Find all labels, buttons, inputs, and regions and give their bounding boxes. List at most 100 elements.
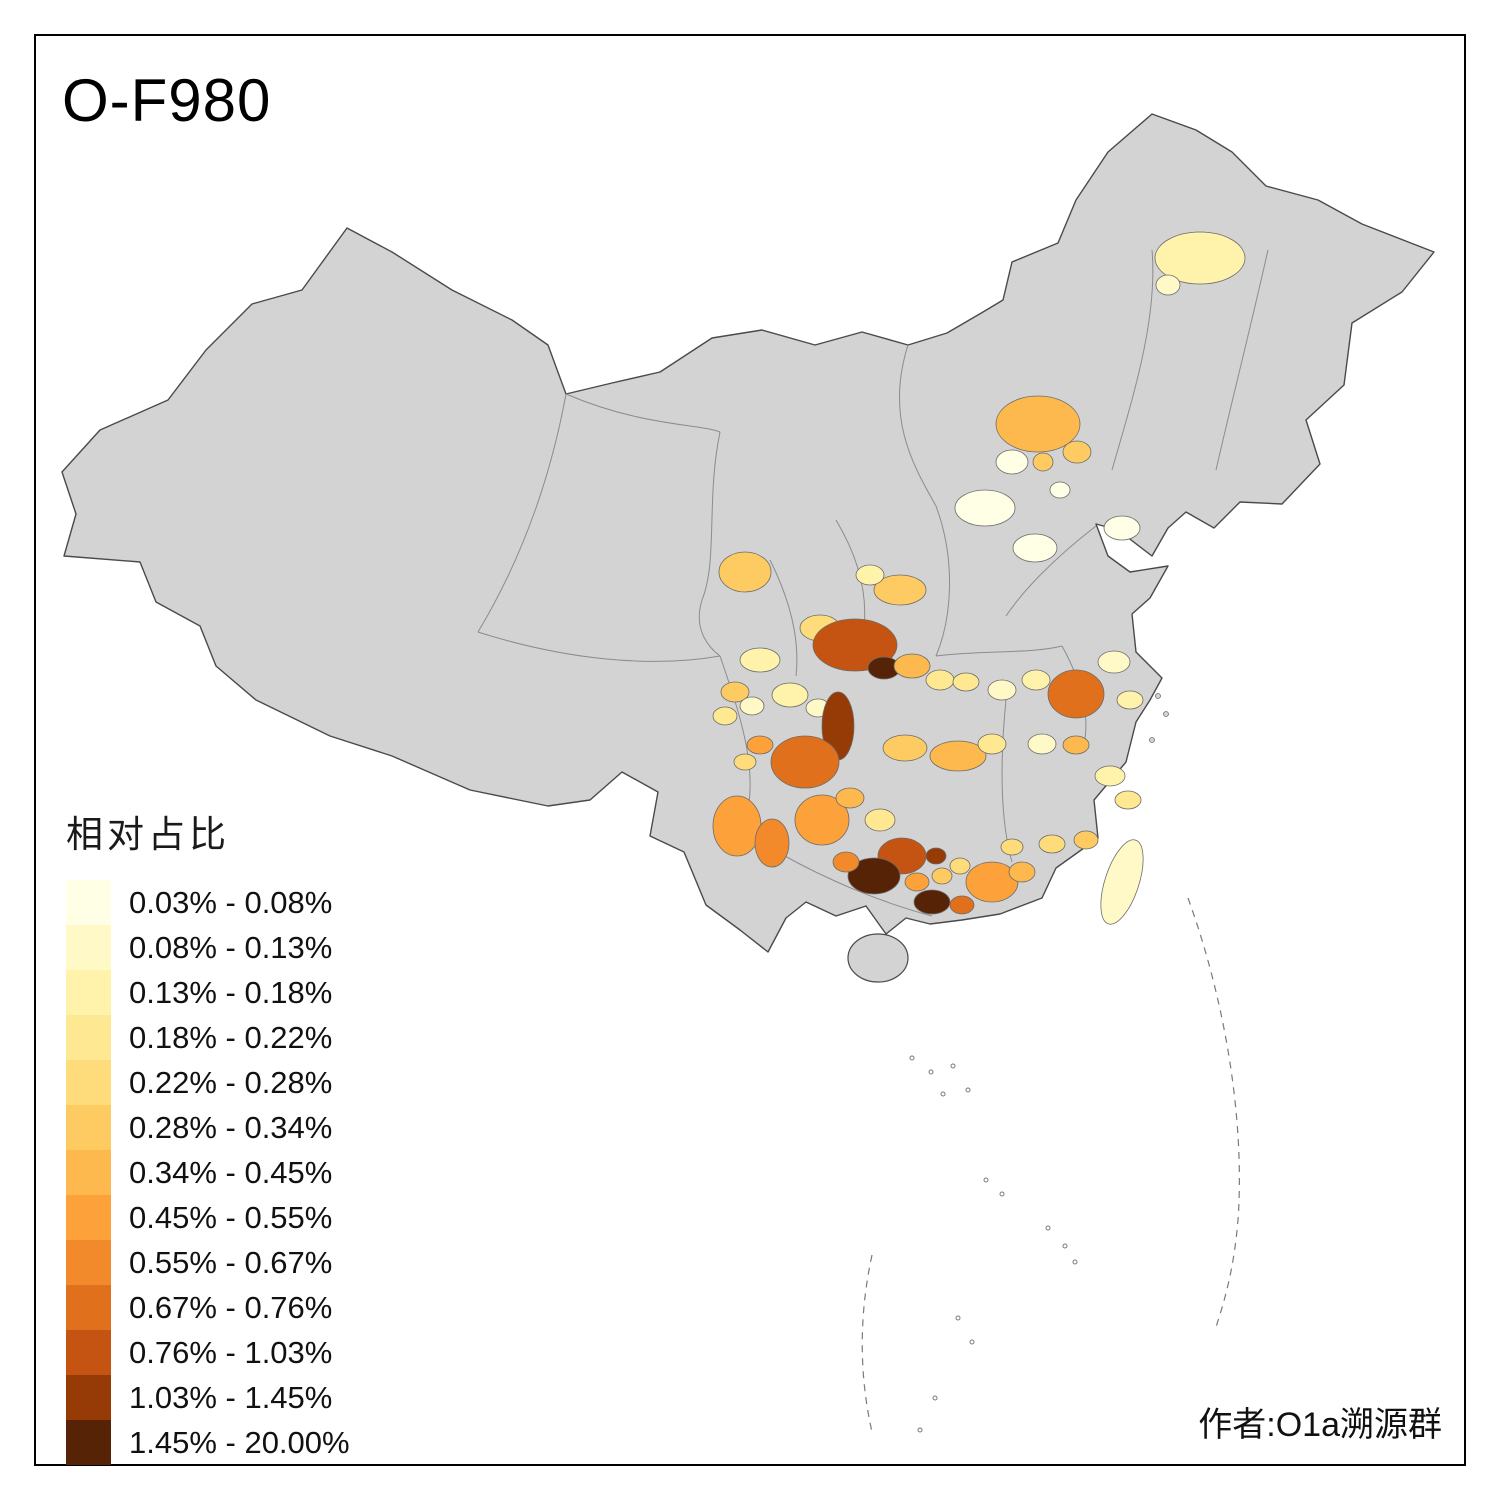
regions-layer — [712, 231, 1246, 925]
map-region — [1073, 830, 1099, 850]
legend-row: 0.76% - 1.03% — [66, 1330, 350, 1375]
map-region — [977, 733, 1007, 755]
map-region — [1116, 690, 1144, 710]
legend-label: 0.08% - 0.13% — [129, 929, 333, 965]
legend-label: 0.28% - 0.34% — [129, 1109, 333, 1145]
map-region — [904, 872, 930, 892]
map-region — [954, 489, 1016, 527]
legend-swatch — [66, 1285, 111, 1330]
map-region — [1032, 452, 1054, 472]
legend-swatch — [66, 1240, 111, 1285]
legend-row: 0.13% - 0.18% — [66, 970, 350, 1015]
map-region — [1094, 765, 1126, 787]
mainland-landmass — [61, 113, 1435, 953]
legend-row: 0.67% - 0.76% — [66, 1285, 350, 1330]
legend-title: 相对占比 — [66, 814, 230, 855]
map-region — [794, 794, 850, 846]
map-title: O-F980 — [62, 67, 272, 134]
author-credit: 作者:O1a溯源群 — [1198, 1406, 1442, 1444]
legend-label: 0.18% - 0.22% — [129, 1019, 333, 1055]
map-region — [754, 818, 790, 868]
map-region — [925, 669, 955, 691]
legend-swatch — [66, 1105, 111, 1150]
map-region — [1038, 834, 1066, 854]
legend-row: 1.45% - 20.00% — [66, 1420, 350, 1465]
map-region — [835, 787, 865, 809]
legend-row: 0.22% - 0.28% — [66, 1060, 350, 1105]
map-region — [770, 735, 840, 789]
legend-swatch — [66, 1195, 111, 1240]
legend-label: 1.45% - 20.00% — [129, 1424, 350, 1460]
legend-swatch — [66, 970, 111, 1015]
legend-label: 0.45% - 0.55% — [129, 1199, 333, 1235]
legend-label: 0.76% - 1.03% — [129, 1334, 333, 1370]
south-china-sea-islands — [909, 1055, 1078, 1433]
map-region — [987, 679, 1017, 701]
map-region — [925, 847, 947, 865]
legend-items: 0.03% - 0.08% 0.08% - 0.13% 0.13% - 0.18% 0… — [66, 880, 350, 1465]
map-region — [712, 795, 762, 857]
legend-swatch — [66, 1330, 111, 1375]
legend-row: 0.55% - 0.67% — [66, 1240, 350, 1285]
map-region — [1012, 533, 1058, 563]
legend-label: 0.67% - 0.76% — [129, 1289, 333, 1325]
map-region — [1049, 481, 1071, 499]
map-region — [913, 889, 951, 915]
map-region — [1047, 669, 1105, 719]
legend-row: 0.34% - 0.45% — [66, 1150, 350, 1195]
map-region — [873, 574, 927, 606]
map-region — [847, 857, 901, 895]
legend-swatch — [66, 1015, 111, 1060]
map-region — [771, 682, 809, 708]
legend-label: 1.03% - 1.45% — [129, 1379, 333, 1415]
legend-swatch — [66, 1060, 111, 1105]
map-region — [718, 551, 772, 593]
map-region — [1062, 735, 1090, 755]
map-region — [1000, 838, 1024, 856]
legend-label: 0.22% - 0.28% — [129, 1064, 333, 1100]
legend-row: 0.28% - 0.34% — [66, 1105, 350, 1150]
map-region — [1154, 231, 1246, 285]
map-region — [931, 867, 953, 885]
coastal-islets — [1149, 693, 1169, 743]
map-region — [965, 861, 1019, 903]
legend-row: 0.18% - 0.22% — [66, 1015, 350, 1060]
map-region — [864, 808, 896, 832]
map-region — [949, 895, 975, 915]
map-region — [832, 851, 860, 873]
legend-swatch — [66, 1375, 111, 1420]
map-region — [949, 857, 971, 875]
legend-label: 0.55% - 0.67% — [129, 1244, 333, 1280]
legend-swatch — [66, 925, 111, 970]
map-region — [1103, 515, 1141, 541]
map-region — [893, 653, 931, 679]
map-region — [855, 564, 885, 586]
map-region — [929, 740, 987, 772]
map-region — [812, 618, 898, 672]
legend-label: 0.34% - 0.45% — [129, 1154, 333, 1190]
legend-label: 0.03% - 0.08% — [129, 884, 333, 920]
legend-swatch — [66, 1150, 111, 1195]
map-region — [1008, 861, 1036, 883]
legend-row: 0.03% - 0.08% — [66, 880, 350, 925]
map-region — [746, 735, 774, 755]
map-region — [1114, 790, 1142, 810]
map-region — [1097, 650, 1131, 674]
map-region — [1100, 839, 1144, 925]
legend-row: 0.45% - 0.55% — [66, 1195, 350, 1240]
map-region — [1155, 274, 1181, 296]
map-region — [1062, 440, 1092, 464]
map-region — [739, 696, 765, 716]
legend-row: 0.08% - 0.13% — [66, 925, 350, 970]
map-region — [952, 672, 980, 692]
south-china-sea-boundary — [861, 897, 1240, 1433]
map-region — [739, 647, 781, 673]
map-region — [733, 753, 757, 771]
map-region — [995, 395, 1081, 453]
legend-swatch — [66, 880, 111, 925]
map-region — [720, 681, 750, 703]
hainan-island — [847, 933, 909, 983]
legend-row: 1.03% - 1.45% — [66, 1375, 350, 1420]
